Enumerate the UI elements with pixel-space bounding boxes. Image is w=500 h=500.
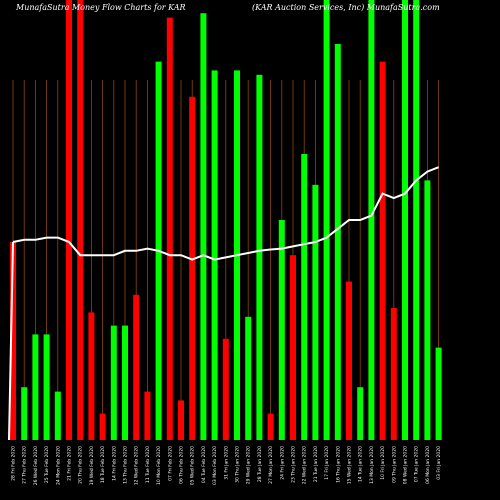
money-flow-bar: [88, 312, 95, 440]
x-tick-label: 23 Thu Jan 2020: [291, 446, 297, 483]
money-flow-bar: [290, 255, 296, 440]
money-flow-bar: [189, 96, 196, 441]
money-flow-bar: [379, 61, 386, 440]
money-flow-bar: [10, 242, 16, 440]
money-flow-bar: [211, 70, 218, 441]
x-tick-label: 28 Fri Feb 2020: [11, 446, 17, 481]
x-axis-tick-labels: 28 Fri Feb 2020 27 Thu Feb 2020 26 Wed Feb…: [11, 446, 443, 485]
money-flow-bar: [357, 387, 364, 440]
money-flow-bar: [278, 220, 285, 440]
money-flow-bar: [323, 0, 330, 440]
money-flow-bar: [110, 325, 117, 440]
x-tick-label: 19 Wed Feb 2020: [89, 446, 95, 485]
money-flow-bar: [435, 347, 442, 440]
x-tick-label: 07 Fri Feb 2020: [167, 446, 173, 481]
money-flow-bar: [178, 400, 184, 440]
money-flow-bar: [166, 17, 173, 440]
money-flow-bar: [402, 0, 408, 440]
x-tick-label: 15 Wed Jan 2020: [347, 446, 353, 484]
money-flow-bar: [32, 334, 39, 440]
x-tick-label: 20 Thu Feb 2020: [78, 446, 84, 484]
flow-line-start: [8, 241, 14, 441]
x-tick-label: 12 Wed Feb 2020: [134, 446, 140, 485]
money-flow-bar: [334, 44, 341, 440]
money-flow-bar: [21, 387, 28, 440]
x-tick-label: 13 Mon Jan 2020: [369, 446, 375, 484]
flow-line: [8, 166, 439, 441]
x-tick-label: 21 Fri Feb 2020: [67, 446, 73, 481]
x-tick-label: 06 Mon Jan 2020: [425, 446, 431, 484]
x-tick-label: 08 Wed Jan 2020: [403, 446, 409, 484]
money-flow-bar: [144, 391, 151, 440]
money-flow-bar: [122, 325, 128, 440]
x-tick-label: 27 Thu Feb 2020: [22, 446, 28, 484]
chart-title-right: (KAR Auction Services, Inc) MunafaSutra.…: [252, 3, 440, 12]
x-tick-label: 10 Mon Feb 2020: [156, 446, 162, 485]
money-flow-bar: [301, 154, 308, 440]
money-flow-bar: [312, 184, 319, 440]
x-tick-label: 14 Tue Jan 2020: [358, 446, 364, 482]
x-tick-label: 11 Tue Feb 2020: [145, 446, 151, 483]
money-flow-bar: [54, 391, 61, 440]
money-flow-bar: [43, 334, 50, 440]
x-tick-label: 14 Fri Feb 2020: [111, 446, 117, 481]
money-flow-bar: [245, 316, 252, 440]
x-tick-label: 24 Mon Feb 2020: [55, 446, 61, 485]
chart-title-left: MunafaSutra Money Flow Charts for KAR: [15, 3, 186, 12]
x-tick-label: 17 Fri Jan 2020: [324, 446, 330, 480]
money-flow-bar: [346, 281, 352, 440]
x-tick-label: 30 Thu Jan 2020: [235, 446, 241, 483]
money-flow-bar: [413, 0, 420, 440]
money-flow-bar: [200, 13, 207, 440]
x-tick-label: 07 Tue Jan 2020: [414, 446, 420, 482]
x-tick-label: 25 Tue Feb 2020: [44, 446, 50, 483]
x-tick-label: 28 Tue Jan 2020: [257, 446, 263, 482]
x-tick-label: 04 Tue Feb 2020: [201, 446, 207, 483]
x-tick-label: 06 Thu Feb 2020: [179, 446, 185, 484]
x-tick-label: 18 Tue Feb 2020: [100, 446, 106, 483]
x-tick-label: 22 Wed Jan 2020: [302, 446, 308, 484]
x-tick-label: 26 Wed Feb 2020: [33, 446, 39, 485]
money-flow-bar: [390, 308, 397, 440]
x-tick-label: 05 Wed Feb 2020: [190, 446, 196, 485]
money-flow-bar: [77, 0, 84, 440]
x-tick-label: 13 Thu Feb 2020: [123, 446, 129, 484]
x-tick-label: 10 Fri Jan 2020: [380, 446, 386, 480]
x-tick-label: 24 Fri Jan 2020: [279, 446, 285, 480]
money-flow-bar: [267, 413, 274, 440]
money-flow-bar: [99, 413, 106, 440]
x-tick-label: 27 Mon Jan 2020: [268, 446, 274, 484]
money-flow-bar: [368, 0, 375, 440]
money-flow-bar: [222, 338, 229, 440]
x-tick-label: 29 Wed Jan 2020: [246, 446, 252, 484]
x-tick-label: 31 Fri Jan 2020: [223, 446, 229, 480]
x-tick-label: 16 Thu Jan 2020: [335, 446, 341, 483]
x-tick-label: 21 Tue Jan 2020: [313, 446, 319, 482]
x-tick-label: 03 Mon Feb 2020: [212, 446, 218, 485]
x-tick-label: 03 Fri Jan 2020: [436, 446, 442, 480]
money-flow-bar: [133, 294, 140, 440]
flow-line-path: [12, 166, 439, 261]
money-flow-bar: [66, 0, 72, 440]
money-flow-bar: [424, 180, 431, 440]
money-flow-bar: [256, 74, 263, 441]
x-tick-label: 09 Thu Jan 2020: [391, 446, 397, 483]
